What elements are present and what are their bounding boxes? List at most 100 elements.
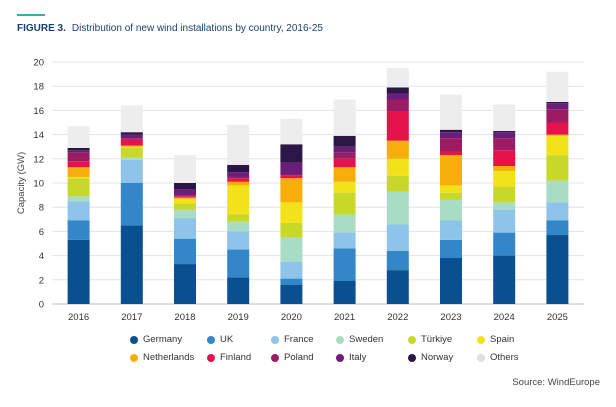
bar-segment-poland (386, 99, 409, 112)
bar-segment-uk (227, 249, 250, 278)
legend-swatch (477, 335, 485, 344)
bar-segment-t-rkiye (174, 203, 196, 210)
legend-swatch (130, 353, 138, 362)
bar-segment-france (493, 209, 516, 233)
legend-swatch (336, 335, 344, 344)
bar-segment-others (280, 118, 303, 145)
legend-swatch (408, 335, 416, 344)
bar-segment-finland (440, 151, 462, 156)
bar-segment-norway (546, 101, 569, 104)
title-accent-rule (17, 14, 45, 16)
bar-segment-others (440, 94, 462, 130)
bar-segment-spain (120, 146, 143, 148)
figure-label: FIGURE 3. (17, 23, 66, 34)
bar-segment-netherlands (280, 178, 303, 203)
legend-swatch (130, 335, 138, 344)
legend-swatch (207, 335, 215, 344)
legend-item-uk: UK (207, 334, 233, 345)
bar-segment-italy (227, 172, 250, 177)
bar-segment-poland (67, 152, 90, 162)
bar-segment-uk (67, 220, 90, 240)
bar-segment-norway (386, 87, 409, 94)
bar-segment-poland (227, 176, 250, 179)
x-tick-label: 2023 (440, 312, 461, 323)
bar-segment-norway (280, 144, 303, 163)
bar-segment-uk (440, 239, 462, 259)
y-axis-label: Capacity (GW) (16, 152, 27, 214)
y-tick-label: 8 (39, 203, 44, 214)
bar-segment-finland (333, 158, 356, 168)
bar-segment-spain (227, 185, 250, 215)
bar-segment-italy (493, 132, 516, 139)
bar-segment-italy (333, 146, 356, 153)
y-tick-label: 20 (33, 58, 44, 69)
bar-segment-norway (493, 130, 516, 133)
bar-segment-t-rkiye (67, 178, 90, 197)
bar-segment-spain (493, 170, 516, 187)
bar-segment-spain (546, 135, 569, 156)
bar-segment-germany (120, 225, 143, 304)
bar-segment-germany (333, 281, 356, 304)
x-tick-label: 2022 (387, 312, 408, 323)
bar-segment-sweden (440, 199, 462, 221)
bar-segment-sweden (120, 157, 143, 161)
bar-segment-t-rkiye (386, 175, 409, 192)
y-tick-label: 12 (33, 154, 44, 165)
legend-item-sweden: Sweden (336, 334, 383, 345)
bar-segment-uk (280, 278, 303, 285)
bar-segment-norway (333, 135, 356, 147)
bar-segment-spain (67, 176, 90, 179)
bar-segment-sweden (67, 196, 90, 202)
bar-segment-netherlands (174, 197, 196, 199)
bar-segment-netherlands (386, 140, 409, 159)
legend-label: Sweden (349, 334, 384, 345)
legend-label: Germany (143, 334, 183, 345)
bar-segment-t-rkiye (546, 155, 569, 181)
legend-item-others: Others (477, 352, 519, 363)
bar-segment-others (227, 124, 250, 165)
bar-segment-germany (546, 235, 569, 304)
bar-segment-poland (493, 138, 516, 151)
bar-segment-others (493, 104, 516, 131)
bar-segment-finland (493, 150, 516, 167)
bar-segment-france (280, 261, 303, 279)
x-tick-label: 2017 (121, 312, 142, 323)
bar-segment-t-rkiye (333, 192, 356, 215)
bar-segment-netherlands (227, 181, 250, 186)
legend-label: Others (490, 352, 519, 363)
bar-segment-t-rkiye (493, 186, 516, 203)
legend-swatch (271, 335, 279, 344)
bar-segment-netherlands (120, 145, 143, 147)
bar-segment-italy (120, 134, 143, 139)
bar-segment-france (333, 232, 356, 249)
bar-segment-italy (386, 93, 409, 100)
bar-segment-poland (333, 152, 356, 159)
y-tick-label: 0 (39, 300, 44, 311)
bar-segment-italy (546, 103, 569, 110)
bar-segment-netherlands (333, 167, 356, 182)
bar-segment-italy (174, 189, 196, 196)
bar-segment-sweden (280, 237, 303, 262)
bar-segment-germany (280, 284, 303, 304)
legend-item-germany: Germany (130, 334, 182, 345)
y-tick-label: 18 (33, 82, 44, 93)
x-tick-label: 2020 (281, 312, 302, 323)
legend-label: Türkiye (421, 334, 453, 345)
bar-segment-norway (67, 147, 90, 151)
legend-swatch (207, 353, 215, 362)
bar-segment-sweden (227, 221, 250, 232)
legend-label: Italy (349, 352, 367, 363)
bar-segment-germany (493, 255, 516, 304)
bar-segment-finland (174, 196, 196, 198)
bar-segment-spain (333, 181, 356, 193)
bar-segment-france (440, 220, 462, 240)
bar-segment-italy (440, 132, 462, 139)
legend-label: Poland (284, 352, 314, 363)
legend-item-italy: Italy (336, 352, 366, 363)
bar-segment-sweden (493, 202, 516, 210)
bar-segment-poland (280, 174, 303, 176)
bar-segment-germany (386, 270, 409, 304)
bar-segment-finland (227, 178, 250, 182)
bar-segment-finland (120, 139, 143, 146)
legend-item-finland: Finland (207, 352, 251, 363)
